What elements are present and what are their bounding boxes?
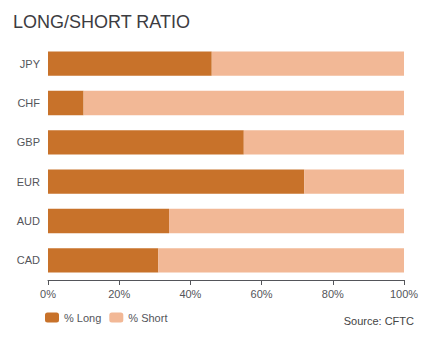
svg-text:20%: 20% — [108, 288, 130, 300]
svg-text:% Short: % Short — [128, 312, 167, 324]
svg-text:40%: 40% — [179, 288, 201, 300]
svg-text:100%: 100% — [390, 288, 418, 300]
svg-text:JPY: JPY — [20, 58, 41, 70]
svg-text:GBP: GBP — [17, 136, 40, 148]
svg-text:60%: 60% — [251, 288, 273, 300]
svg-text:CHF: CHF — [17, 97, 40, 109]
svg-text:Source: CFTC: Source: CFTC — [344, 315, 414, 327]
svg-text:80%: 80% — [322, 288, 344, 300]
svg-text:AUD: AUD — [17, 215, 40, 227]
svg-text:EUR: EUR — [17, 176, 40, 188]
svg-text:0%: 0% — [40, 288, 56, 300]
svg-text:CAD: CAD — [17, 254, 40, 266]
svg-text:% Long: % Long — [64, 312, 101, 324]
svg-text:LONG/SHORT RATIO: LONG/SHORT RATIO — [13, 12, 190, 32]
